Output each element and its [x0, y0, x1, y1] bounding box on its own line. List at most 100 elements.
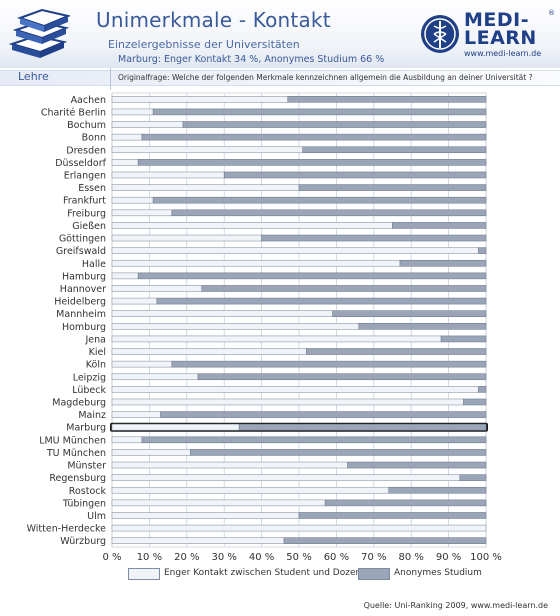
legend-swatch-series2: [358, 568, 390, 580]
category-label-essen: Essen: [78, 183, 106, 194]
bar-series2-d-sseldorf: [137, 159, 487, 166]
category-label-d-sseldorf: Düsseldorf: [55, 158, 106, 169]
bar-series1-g-ttingen: [111, 234, 262, 242]
bar-series1-dresden: [111, 146, 304, 154]
category-label-mannheim: Mannheim: [56, 309, 106, 320]
category-label-charit-berlin: Charité Berlin: [41, 107, 106, 118]
bar-series2-leipzig: [197, 373, 487, 381]
category-label-erlangen: Erlangen: [64, 170, 106, 181]
category-label-w-rzburg: Würzburg: [60, 536, 106, 547]
category-label-hamburg: Hamburg: [62, 271, 106, 282]
legend-label-series2: Anonymes Studium: [394, 568, 482, 578]
bar-series1-homburg: [111, 323, 360, 330]
bar-series1-regensburg: [111, 474, 461, 481]
category-label-halle: Halle: [82, 259, 106, 270]
bar-series2-m-nster: [347, 461, 487, 469]
bar-series2-jena: [440, 335, 487, 343]
bar-series1-aachen: [111, 96, 289, 103]
category-label-mainz: Mainz: [78, 410, 106, 421]
bar-series1-jena: [111, 335, 442, 343]
bar-series1-greifswald: [111, 247, 479, 254]
bar-series1-kiel: [111, 348, 307, 355]
category-label-jena: Jena: [85, 334, 107, 345]
bar-series1-marburg: [111, 423, 240, 431]
category-label-freiburg: Freiburg: [67, 208, 106, 219]
bar-series2-hannover: [201, 285, 487, 292]
bar-series2-t-bingen: [324, 499, 487, 507]
category-label-tu-m-nchen: TU München: [46, 448, 106, 459]
bar-series2-l-beck: [478, 386, 487, 393]
bar-series1-t-bingen: [111, 499, 326, 507]
category-label-kiel: Kiel: [89, 347, 106, 358]
bar-series1-m-nster: [111, 461, 348, 469]
category-label-k-ln: Köln: [86, 360, 106, 371]
bar-series1-heidelberg: [111, 297, 158, 305]
bar-series2-charit-berlin: [152, 108, 487, 116]
source-note: Quelle: Uni-Ranking 2009, www.medi-learn…: [363, 601, 548, 610]
bar-series2-magdeburg: [463, 398, 487, 406]
bar-series2-heidelberg: [156, 297, 487, 305]
category-label-frankfurt: Frankfurt: [63, 196, 106, 207]
bar-series1-d-sseldorf: [111, 159, 139, 166]
caduceus-logo-icon: [421, 15, 459, 53]
bar-series2-mannheim: [332, 310, 487, 317]
medi-learn-logo: MEDI- LEARN ® www.medi-learn.de: [420, 8, 556, 62]
bar-series2-freiburg: [171, 209, 487, 217]
category-label-leipzig: Leipzig: [73, 372, 106, 383]
bar-series2-rostock: [388, 486, 487, 494]
category-label-gie-en: Gießen: [72, 221, 106, 232]
x-tick-label: 40 %: [249, 552, 274, 563]
category-label-m-nster: Münster: [67, 461, 106, 472]
bar-series2-marburg: [238, 423, 487, 431]
bar-series2-halle: [399, 259, 487, 267]
bar-series1-bonn: [111, 133, 143, 141]
bar-series2-greifswald: [478, 247, 487, 254]
category-label-magdeburg: Magdeburg: [52, 397, 106, 408]
category-label-hannover: Hannover: [60, 284, 106, 295]
bar-series2-mainz: [160, 411, 487, 418]
x-tick-label: 10 %: [137, 552, 162, 563]
bar-series2-lmu-m-nchen: [141, 436, 487, 444]
x-tick-label: 60 %: [324, 552, 349, 563]
bar-series2-gie-en: [392, 222, 487, 229]
bar-series2-ulm: [298, 512, 487, 519]
category-label-witten-herdecke: Witten-Herdecke: [27, 524, 107, 535]
bar-series1-leipzig: [111, 373, 199, 381]
section-divider: [110, 68, 111, 90]
bar-series1-ulm: [111, 512, 300, 519]
category-label-greifswald: Greifswald: [56, 246, 106, 257]
category-label-aachen: Aachen: [71, 95, 106, 106]
category-label-lmu-m-nchen: LMU München: [39, 435, 106, 446]
category-label-rostock: Rostock: [69, 486, 107, 497]
x-tick-label: 30 %: [211, 552, 236, 563]
page-subtitle: Einzelergebnisse der Universitäten: [108, 38, 300, 51]
x-tick-label: 80 %: [398, 552, 423, 563]
bar-series1-tu-m-nchen: [111, 449, 191, 456]
bar-series2-g-ttingen: [261, 234, 487, 242]
x-tick-label: 20 %: [174, 552, 199, 563]
logo-url: www.medi-learn.de: [464, 49, 542, 58]
category-label-heidelberg: Heidelberg: [54, 297, 106, 308]
category-label-t-bingen: Tübingen: [62, 498, 106, 509]
category-label-marburg: Marburg: [66, 423, 106, 434]
bar-series1-w-rzburg: [111, 537, 285, 544]
bar-series2-bonn: [141, 133, 487, 141]
category-label-homburg: Homburg: [62, 322, 106, 333]
original-question: Originalfrage: Welche der folgenden Merk…: [118, 73, 533, 82]
section-label: Lehre: [18, 70, 49, 83]
books-icon: [8, 8, 70, 58]
bar-series1-freiburg: [111, 209, 173, 217]
bar-series1-hannover: [111, 285, 203, 292]
category-label-bonn: Bonn: [82, 133, 106, 144]
bar-series1-essen: [111, 184, 300, 191]
bar-series1-magdeburg: [111, 398, 464, 406]
bar-series1-mannheim: [111, 310, 333, 317]
bar-series1-witten-herdecke: [111, 524, 487, 532]
bar-series1-hamburg: [111, 272, 139, 280]
bar-series2-essen: [298, 184, 487, 191]
bar-series2-w-rzburg: [283, 537, 487, 544]
bar-series2-regensburg: [459, 474, 487, 481]
category-label-l-beck: Lübeck: [72, 385, 106, 396]
logo-text-medi: MEDI-: [464, 9, 530, 31]
